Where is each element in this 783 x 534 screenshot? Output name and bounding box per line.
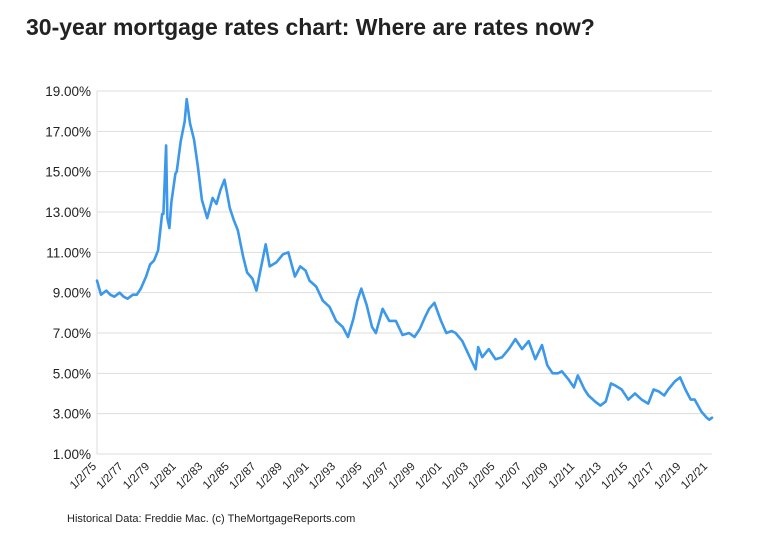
y-tick-label: 1.00%: [53, 447, 91, 462]
x-tick-label: 1/2/19: [652, 461, 683, 492]
x-tick-label: 1/2/95: [334, 461, 365, 492]
y-tick-label: 9.00%: [53, 286, 91, 301]
y-tick-label: 19.00%: [45, 84, 91, 99]
y-tick-label: 17.00%: [45, 124, 91, 139]
x-tick-label: 1/2/77: [95, 461, 126, 492]
x-tick-label: 1/2/85: [201, 461, 232, 492]
series-layer: [95, 97, 714, 422]
x-axis-tick-labels: 1/2/751/2/771/2/791/2/811/2/831/2/851/2/…: [68, 461, 710, 492]
x-tick-label: 1/2/07: [493, 461, 524, 492]
x-tick-label: 1/2/21: [679, 461, 710, 492]
x-tick-label: 1/2/75: [68, 461, 99, 492]
x-tick-label: 1/2/15: [599, 461, 630, 492]
grid-lines: [96, 90, 712, 455]
x-tick-label: 1/2/91: [281, 461, 312, 492]
x-tick-label: 1/2/01: [413, 461, 444, 492]
x-tick-label: 1/2/93: [307, 461, 338, 492]
x-tick-label: 1/2/79: [121, 461, 152, 492]
x-tick-label: 1/2/09: [520, 461, 551, 492]
y-tick-label: 15.00%: [45, 165, 91, 180]
y-tick-label: 11.00%: [46, 245, 91, 260]
x-tick-label: 1/2/83: [174, 461, 205, 492]
y-tick-label: 3.00%: [53, 407, 91, 422]
x-tick-label: 1/2/81: [148, 461, 179, 492]
y-tick-label: 13.00%: [45, 205, 91, 220]
y-tick-label: 7.00%: [53, 326, 91, 341]
x-tick-label: 1/2/11: [547, 461, 577, 491]
x-tick-label: 1/2/03: [440, 461, 471, 492]
y-tick-label: 5.00%: [53, 366, 91, 381]
series-line-0: [95, 97, 714, 422]
x-tick-label: 1/2/87: [227, 461, 258, 492]
x-tick-label: 1/2/05: [467, 461, 498, 492]
x-tick-label: 1/2/17: [626, 461, 657, 492]
x-tick-label: 1/2/97: [360, 461, 391, 492]
x-tick-label: 1/2/89: [254, 461, 285, 492]
x-tick-label: 1/2/13: [573, 461, 604, 492]
source-note: Historical Data: Freddie Mac. (c) TheMor…: [67, 513, 356, 525]
x-tick-label: 1/2/99: [387, 461, 418, 492]
y-axis-tick-labels: 1.00% 3.00% 5.00% 7.00% 9.00% 11.00% 13.00% 15.…: [45, 84, 91, 462]
chart-title: 30-year mortgage rates chart: Where are …: [26, 14, 595, 40]
